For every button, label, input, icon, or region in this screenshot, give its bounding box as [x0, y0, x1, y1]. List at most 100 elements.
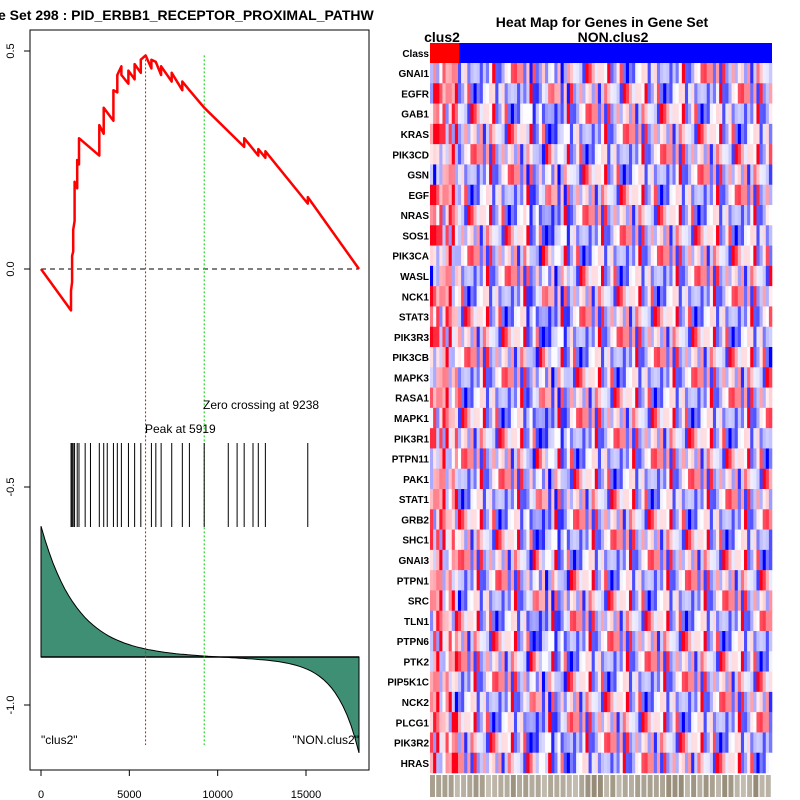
heatmap-cell [638, 265, 642, 287]
heatmap-cell [653, 752, 658, 774]
heatmap-cell [566, 529, 571, 551]
heatmap-cell [594, 610, 599, 632]
heatmap-cell [485, 123, 490, 145]
sample-label-mark [734, 775, 740, 797]
heatmap-cell [697, 610, 701, 632]
heatmap-cell [613, 428, 617, 449]
heatmap-cell [573, 671, 577, 693]
heatmap-cell [436, 103, 440, 125]
heatmap-cell [632, 245, 636, 267]
heatmap-cell [681, 225, 686, 246]
heatmap-cell [697, 631, 701, 652]
heatmap-cell [573, 651, 577, 672]
heatmap-cell [613, 489, 617, 510]
heatmap-cell [694, 407, 698, 429]
heatmap-cell [566, 489, 571, 510]
heatmap-cell [597, 529, 602, 551]
heatmap-cell [706, 347, 711, 368]
heatmap-cell [501, 752, 505, 774]
heatmap-cell [716, 691, 720, 713]
heatmap-cell [545, 367, 549, 388]
heatmap-cell [638, 245, 642, 267]
heatmap-cell [591, 387, 596, 409]
heatmap-cell [604, 671, 608, 693]
heatmap-cell [439, 651, 443, 672]
heatmap-cell [576, 387, 580, 409]
heatmap-cell [495, 631, 499, 652]
heatmap-cell [523, 651, 527, 672]
heatmap-cell [448, 144, 453, 165]
heatmap-cell [517, 712, 521, 733]
heatmap-cell [722, 164, 726, 186]
heatmap-cell [601, 489, 605, 510]
heatmap-cell [703, 610, 708, 632]
heatmap-cell [545, 610, 549, 632]
heatmap-cell [451, 448, 456, 470]
heatmap-cell [694, 752, 698, 774]
heatmap-cell [607, 286, 611, 307]
heatmap-cell [628, 631, 633, 652]
heatmap-cell [569, 103, 574, 125]
heatmap-cell [691, 326, 695, 348]
heatmap-cell [756, 164, 760, 186]
heatmap-cell [464, 448, 468, 470]
heatmap-cell [719, 428, 723, 449]
heatmap-cell [520, 225, 524, 246]
heatmap-cell [666, 590, 670, 612]
heatmap-cell [439, 671, 443, 693]
sample-label-mark [566, 775, 572, 797]
heatmap-cell [737, 752, 742, 774]
heatmap-cell [526, 428, 530, 449]
heatmap-cell [492, 509, 496, 530]
heatmap-cell [597, 306, 602, 328]
heatmap-cell [653, 205, 658, 226]
heatmap-cell [709, 63, 714, 84]
heatmap-cell [650, 164, 655, 186]
heatmap-cell [513, 103, 518, 125]
heatmap-cell [703, 549, 708, 571]
heatmap-cell [647, 326, 652, 348]
heatmap-cell [644, 367, 648, 388]
heatmap-cell [479, 631, 484, 652]
heatmap-cell [607, 732, 611, 754]
heatmap-cell [545, 631, 549, 652]
heatmap-cell [716, 205, 720, 226]
heatmap-cell [737, 123, 742, 145]
heatmap-cell [604, 184, 608, 206]
heatmap-cell [740, 265, 745, 287]
heatmap-cell [523, 671, 527, 693]
heatmap-cell [563, 428, 568, 449]
heatmap-cell [485, 184, 490, 206]
heatmap-cell [430, 367, 434, 388]
heatmap-cell [632, 164, 636, 186]
heatmap-cell [461, 570, 465, 591]
heatmap-cell [482, 509, 487, 530]
heatmap-cell [597, 691, 602, 713]
heatmap-cell [513, 570, 518, 591]
heatmap-cell [675, 265, 680, 287]
heatmap-cell [554, 164, 558, 186]
heatmap-cell [529, 509, 533, 530]
heatmap-cell [526, 631, 530, 652]
heatmap-cell [454, 286, 459, 307]
heatmap-cell [445, 732, 449, 754]
heatmap-cell [706, 83, 711, 104]
heatmap-cell [622, 83, 627, 104]
heatmap-cell [517, 610, 521, 632]
heatmap-cell [585, 286, 589, 307]
heatmap-cell [532, 691, 537, 713]
heatmap-cell [703, 306, 708, 328]
heatmap-cell [628, 225, 633, 246]
heatmap-cell [569, 610, 574, 632]
heatmap-cell [560, 570, 564, 591]
heatmap-cell [734, 671, 739, 693]
heatmap-cell [625, 448, 630, 470]
heatmap-cell [457, 326, 462, 348]
heatmap-cell [759, 448, 763, 470]
heatmap-cell [507, 448, 512, 470]
heatmap-cell [430, 387, 434, 409]
heatmap-cell [684, 306, 689, 328]
heatmap-cell [532, 144, 537, 165]
heatmap-cell [663, 509, 667, 530]
heatmap-cell [569, 123, 574, 145]
